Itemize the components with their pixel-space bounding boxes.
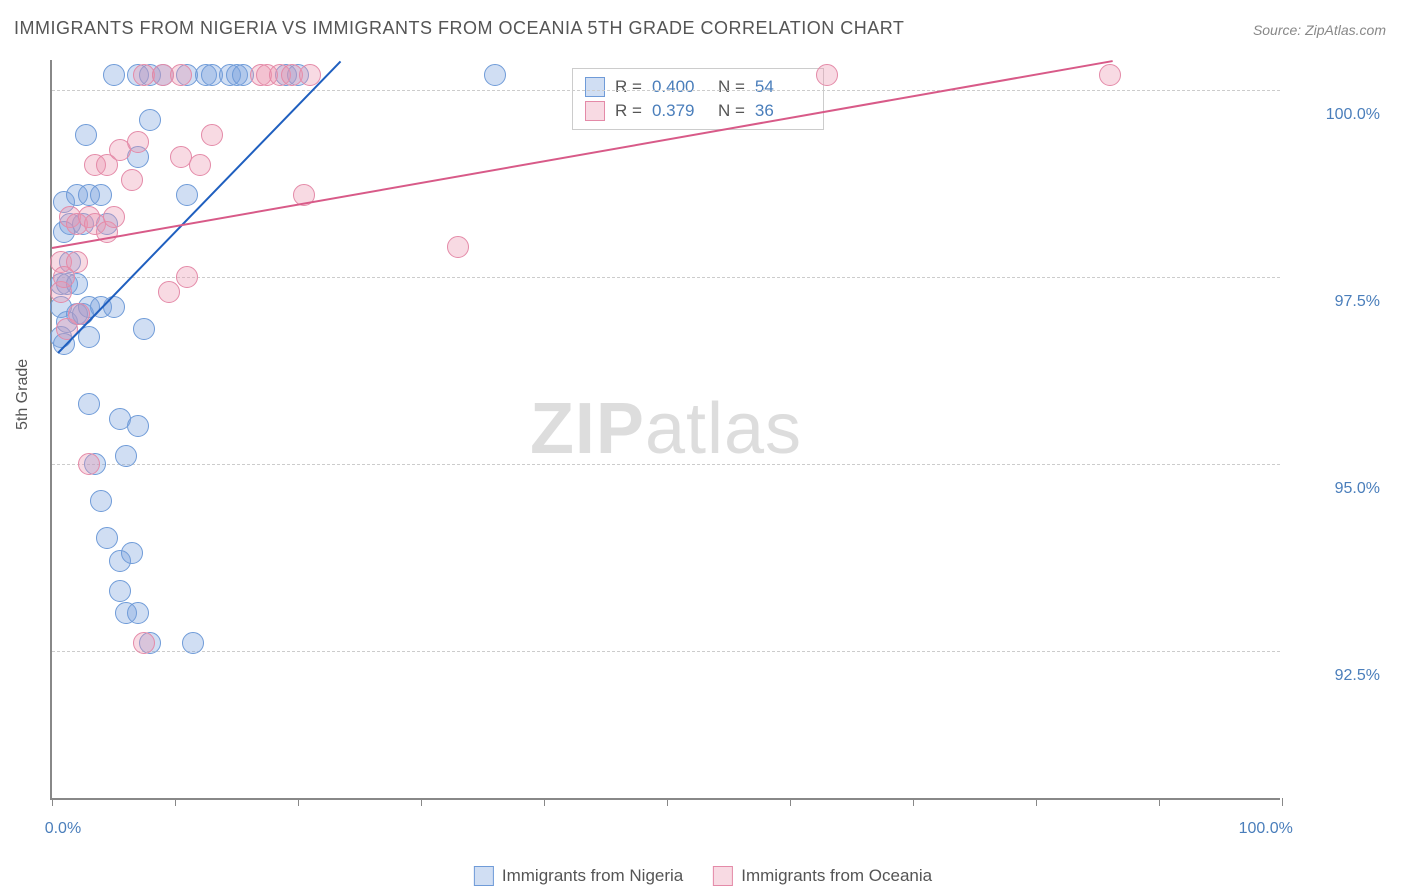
scatter-point bbox=[90, 490, 112, 512]
x-tick bbox=[790, 798, 791, 806]
x-tick bbox=[1036, 798, 1037, 806]
scatter-point bbox=[158, 281, 180, 303]
stat-n-label: N = bbox=[718, 77, 745, 97]
scatter-point bbox=[133, 318, 155, 340]
x-tick bbox=[421, 798, 422, 806]
plot-area: ZIPatlas R = 0.400 N = 54 R = 0.379 N = … bbox=[50, 60, 1280, 800]
scatter-point bbox=[170, 64, 192, 86]
scatter-point bbox=[103, 206, 125, 228]
scatter-point bbox=[484, 64, 506, 86]
y-gridline bbox=[52, 277, 1280, 278]
scatter-point bbox=[78, 453, 100, 475]
y-gridline bbox=[52, 464, 1280, 465]
source-attribution: Source: ZipAtlas.com bbox=[1253, 22, 1386, 38]
legend-square-nigeria bbox=[585, 77, 605, 97]
legend-item-nigeria: Immigrants from Nigeria bbox=[474, 866, 683, 886]
scatter-point bbox=[133, 632, 155, 654]
trend-line bbox=[57, 60, 341, 353]
legend-item-oceania: Immigrants from Oceania bbox=[713, 866, 932, 886]
scatter-point bbox=[182, 632, 204, 654]
x-tick bbox=[298, 798, 299, 806]
x-tick bbox=[52, 798, 53, 806]
watermark: ZIPatlas bbox=[530, 388, 802, 470]
stat-r-label: R = bbox=[615, 101, 642, 121]
stat-r-label: R = bbox=[615, 77, 642, 97]
scatter-point bbox=[127, 131, 149, 153]
scatter-point bbox=[103, 64, 125, 86]
y-tick-label: 100.0% bbox=[1290, 106, 1380, 124]
scatter-point bbox=[1099, 64, 1121, 86]
scatter-point bbox=[78, 393, 100, 415]
scatter-point bbox=[189, 154, 211, 176]
watermark-bold: ZIP bbox=[530, 389, 645, 469]
watermark-light: atlas bbox=[645, 389, 802, 469]
stat-n-value-nigeria: 54 bbox=[755, 77, 811, 97]
scatter-point bbox=[90, 184, 112, 206]
y-tick-label: 95.0% bbox=[1290, 480, 1380, 498]
x-tick bbox=[1159, 798, 1160, 806]
scatter-point bbox=[121, 169, 143, 191]
scatter-point bbox=[176, 184, 198, 206]
y-gridline bbox=[52, 651, 1280, 652]
bottom-legend: Immigrants from Nigeria Immigrants from … bbox=[474, 866, 932, 886]
x-tick bbox=[1282, 798, 1283, 806]
x-tick bbox=[913, 798, 914, 806]
stat-n-label: N = bbox=[718, 101, 745, 121]
scatter-point bbox=[96, 527, 118, 549]
stat-r-value-nigeria: 0.400 bbox=[652, 77, 708, 97]
chart-title: IMMIGRANTS FROM NIGERIA VS IMMIGRANTS FR… bbox=[14, 18, 904, 39]
legend-square-nigeria bbox=[474, 866, 494, 886]
y-tick-label: 97.5% bbox=[1290, 293, 1380, 311]
scatter-point bbox=[127, 602, 149, 624]
stat-r-value-oceania: 0.379 bbox=[652, 101, 708, 121]
scatter-point bbox=[66, 251, 88, 273]
x-tick bbox=[544, 798, 545, 806]
stats-row-nigeria: R = 0.400 N = 54 bbox=[585, 75, 811, 99]
scatter-point bbox=[115, 445, 137, 467]
scatter-point bbox=[103, 296, 125, 318]
x-tick-label: 100.0% bbox=[1239, 820, 1293, 838]
scatter-point bbox=[176, 266, 198, 288]
scatter-point bbox=[816, 64, 838, 86]
scatter-point bbox=[201, 124, 223, 146]
scatter-point bbox=[121, 542, 143, 564]
x-tick bbox=[175, 798, 176, 806]
legend-square-oceania bbox=[713, 866, 733, 886]
scatter-point bbox=[75, 124, 97, 146]
scatter-point bbox=[139, 109, 161, 131]
y-axis-title: 5th Grade bbox=[14, 359, 32, 430]
scatter-point bbox=[447, 236, 469, 258]
scatter-point bbox=[109, 580, 131, 602]
y-tick-label: 92.5% bbox=[1290, 667, 1380, 685]
y-gridline bbox=[52, 90, 1280, 91]
scatter-point bbox=[127, 415, 149, 437]
x-tick-label: 0.0% bbox=[45, 820, 81, 838]
legend-label-nigeria: Immigrants from Nigeria bbox=[502, 866, 683, 886]
correlation-stats-box: R = 0.400 N = 54 R = 0.379 N = 36 bbox=[572, 68, 824, 130]
legend-square-oceania bbox=[585, 101, 605, 121]
legend-label-oceania: Immigrants from Oceania bbox=[741, 866, 932, 886]
x-tick bbox=[667, 798, 668, 806]
